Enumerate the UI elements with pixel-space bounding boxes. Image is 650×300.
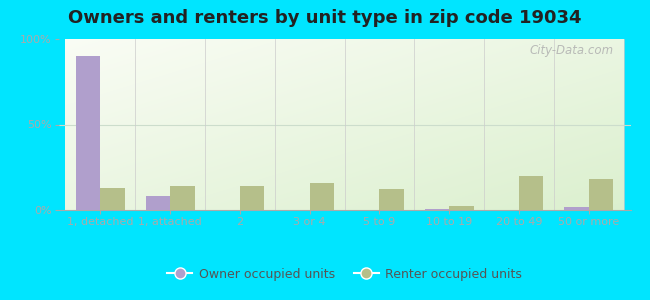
Bar (589, 179, 613, 210)
Text: Owners and renters by unit type in zip code 19034: Owners and renters by unit type in zip c… (68, 9, 582, 27)
Bar (146, 196, 170, 210)
Bar (449, 206, 474, 210)
Bar (76, 56, 100, 210)
Legend: Owner occupied units, Renter occupied units: Owner occupied units, Renter occupied un… (162, 263, 526, 286)
Text: City-Data.com: City-Data.com (529, 44, 614, 57)
Bar (424, 208, 449, 210)
Bar (100, 188, 125, 210)
Bar (380, 190, 404, 210)
Bar (564, 207, 589, 210)
Bar (240, 186, 265, 210)
Bar (170, 186, 194, 210)
Bar (309, 183, 334, 210)
Bar (519, 176, 543, 210)
